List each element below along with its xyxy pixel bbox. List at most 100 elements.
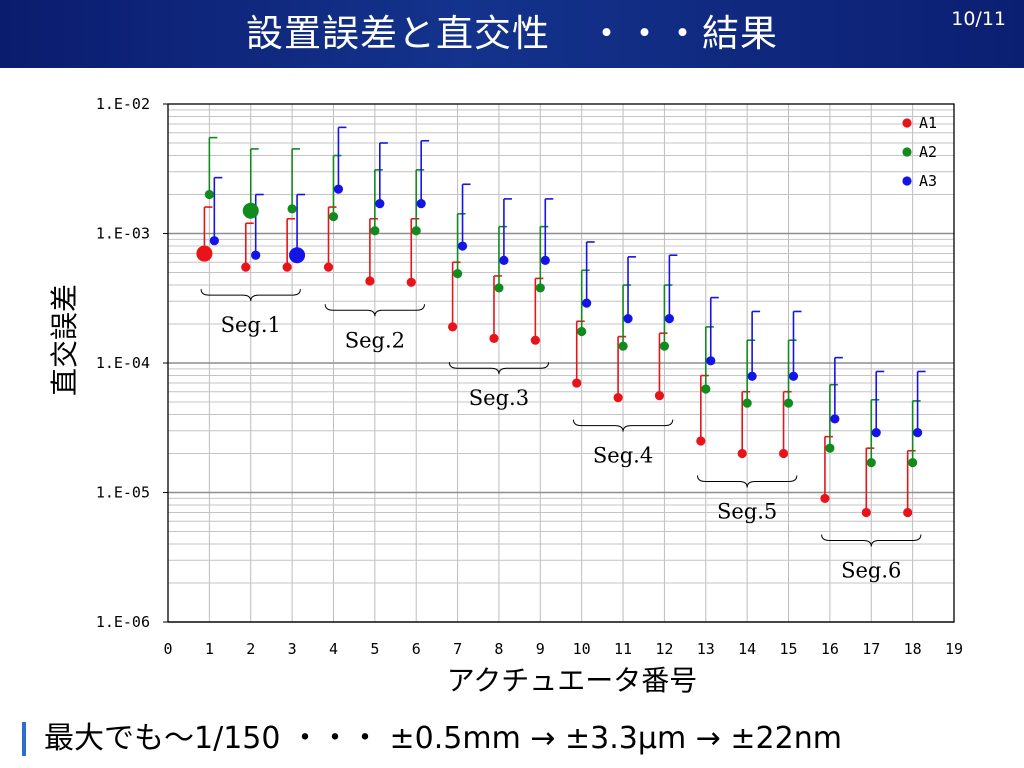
data-point <box>282 262 292 272</box>
data-points <box>196 184 923 518</box>
x-tick-label: 8 <box>494 640 503 658</box>
data-point <box>196 245 213 262</box>
slide-title: 設置誤差と直交性 ・・・結果 <box>246 12 778 55</box>
x-tick-label: 15 <box>779 640 797 658</box>
legend: A1 A2 A3 <box>902 114 937 190</box>
data-point <box>820 493 830 504</box>
y-axis-title: 直交誤差 <box>48 284 81 396</box>
data-point <box>416 199 426 209</box>
data-point <box>696 436 706 446</box>
data-point <box>912 428 923 438</box>
x-tick-label: 1 <box>205 640 214 658</box>
x-tick-label: 0 <box>163 640 172 658</box>
segment-label: Seg.5 <box>717 500 777 524</box>
y-tick-label: 1.E-02 <box>96 95 150 113</box>
data-point <box>861 507 871 518</box>
data-point <box>783 398 794 408</box>
data-point <box>457 241 468 251</box>
data-point <box>871 428 881 438</box>
data-point <box>241 262 251 272</box>
data-point <box>406 277 416 287</box>
error-bars <box>203 126 926 513</box>
page-number: 10/11 <box>951 8 1006 30</box>
data-point <box>411 226 421 236</box>
data-point <box>365 276 375 286</box>
x-tick-label: 16 <box>821 640 839 658</box>
x-tick-label: 17 <box>862 640 880 658</box>
data-point <box>242 202 259 219</box>
x-tick-label: 4 <box>329 640 338 658</box>
data-point <box>577 326 587 337</box>
y-tick-label: 1.E-03 <box>96 225 150 243</box>
segment-label: Seg.1 <box>221 313 281 337</box>
x-tick-label: 14 <box>738 640 756 658</box>
data-point <box>825 443 835 453</box>
data-point <box>452 269 463 279</box>
y-tick-label: 1.E-06 <box>96 613 150 631</box>
legend-label: A1 <box>919 114 937 132</box>
data-point <box>448 322 458 332</box>
x-tick-label: 12 <box>655 640 673 658</box>
legend-marker <box>902 147 912 157</box>
x-axis-title: アクチュエータ番号 <box>447 664 698 697</box>
x-tick-label: 9 <box>536 640 545 658</box>
x-tick-label: 13 <box>697 640 715 658</box>
data-point <box>613 393 623 403</box>
data-point <box>664 314 674 324</box>
data-point <box>618 341 628 351</box>
x-axis-ticks: 0 1 2 3 4 5 6 7 8 9 10 11 12 13 14 15 16 17 18 19 <box>163 640 963 658</box>
segment-label: Seg.3 <box>469 386 529 410</box>
x-tick-label: 2 <box>246 640 255 658</box>
data-point <box>251 250 261 260</box>
footer-marker <box>22 722 26 756</box>
data-point <box>701 384 711 394</box>
segment-brace <box>324 304 425 317</box>
data-point <box>654 391 665 401</box>
data-point <box>375 199 385 209</box>
x-tick-label: 19 <box>945 640 963 658</box>
data-point <box>582 298 592 308</box>
legend-label: A2 <box>919 143 937 161</box>
data-point <box>209 236 219 246</box>
x-tick-label: 6 <box>412 640 421 658</box>
legend-label: A3 <box>919 172 937 190</box>
data-point <box>499 255 509 265</box>
data-point <box>287 204 297 214</box>
segment-label: Seg.6 <box>841 559 901 583</box>
y-tick-label: 1.E-05 <box>96 484 150 502</box>
data-point <box>737 448 747 459</box>
data-point <box>778 448 789 459</box>
x-tick-label: 7 <box>453 640 462 658</box>
data-point <box>370 226 380 236</box>
data-point <box>747 371 757 381</box>
segment-brace <box>200 289 301 302</box>
data-point <box>830 414 840 424</box>
data-point <box>788 371 799 381</box>
data-point <box>572 378 582 388</box>
segment-label: Seg.4 <box>593 444 653 468</box>
data-point <box>489 333 499 343</box>
data-point <box>530 335 540 345</box>
data-point <box>494 283 504 293</box>
data-point <box>623 314 633 324</box>
x-tick-label: 10 <box>573 640 591 658</box>
segment-label: Seg.2 <box>345 328 405 352</box>
x-tick-label: 11 <box>614 640 632 658</box>
legend-marker <box>902 118 912 128</box>
chart-grid <box>167 104 955 623</box>
y-tick-label: 1.E-04 <box>96 354 150 372</box>
x-tick-label: 3 <box>288 640 297 658</box>
legend-marker <box>902 176 912 186</box>
data-point <box>659 341 670 351</box>
segment-brace <box>572 419 674 432</box>
x-tick-label: 5 <box>370 640 379 658</box>
data-point <box>903 507 913 518</box>
data-point <box>866 458 876 468</box>
data-point <box>204 189 214 200</box>
data-point <box>289 247 306 264</box>
segment-brace <box>448 362 550 375</box>
footer-text: 最大でも～1/150 ・・・ ±0.5mm → ±3.3μm → ±22nm <box>44 721 842 756</box>
x-tick-label: 18 <box>904 640 922 658</box>
y-axis-ticks: 1.E-02 1.E-03 1.E-04 1.E-05 1.E-06 <box>96 95 168 631</box>
title-bar: 設置誤差と直交性 ・・・結果 10/11 <box>0 0 1024 68</box>
